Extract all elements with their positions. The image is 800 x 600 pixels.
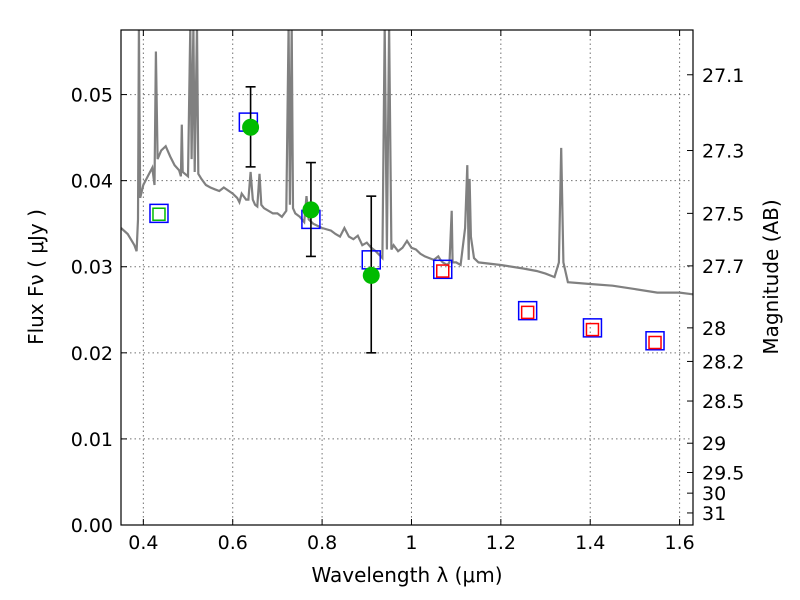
model-flux-square bbox=[517, 300, 538, 321]
photometry-square bbox=[648, 335, 662, 350]
y-tick-label: 0.02 bbox=[71, 343, 113, 365]
x-tick-label: 1.4 bbox=[575, 532, 605, 554]
axis-ticks: 0.4 0.6 0.8 1 1.2 1.4 1.6 0.00 0.01 0.02 0.03 0.04 0… bbox=[71, 30, 744, 554]
x-tick-label: 0.4 bbox=[128, 532, 158, 554]
photometry-square bbox=[436, 264, 450, 278]
y-tick-label: 0.05 bbox=[71, 85, 113, 107]
x-axis-label: Wavelength λ (μm) bbox=[311, 563, 502, 587]
y-right-tick-label: 27.3 bbox=[702, 141, 744, 163]
y-right-tick-label: 27.1 bbox=[702, 65, 744, 87]
measured-flux-point bbox=[242, 118, 260, 136]
y-right-tick-label: 28 bbox=[702, 318, 726, 340]
x-tick-label: 1 bbox=[405, 532, 417, 554]
spectrum-line bbox=[121, 30, 693, 296]
photometry-square bbox=[520, 305, 535, 320]
y-axis-label: Flux Fν ( μJy ) bbox=[24, 209, 48, 345]
plot-area bbox=[121, 30, 693, 354]
measured-flux-point bbox=[362, 266, 380, 284]
model-flux-square bbox=[149, 203, 169, 224]
y-right-tick-label: 29.5 bbox=[702, 462, 744, 484]
markers bbox=[149, 86, 665, 354]
model-flux-square bbox=[645, 331, 665, 351]
y-right-tick-label: 28.5 bbox=[702, 391, 744, 413]
y-right-tick-label: 30 bbox=[702, 483, 726, 505]
photometry-square bbox=[585, 322, 600, 337]
y-tick-label: 0.01 bbox=[71, 429, 113, 451]
x-tick-label: 1.6 bbox=[664, 532, 694, 554]
model-flux-square bbox=[433, 259, 453, 280]
model-flux-square bbox=[582, 318, 603, 338]
x-tick-label: 0.8 bbox=[307, 532, 337, 554]
y-right-tick-label: 27.7 bbox=[702, 256, 744, 278]
y-right-tick-label: 29 bbox=[702, 433, 726, 455]
plot-frame bbox=[120, 29, 694, 526]
x-tick-label: 1.2 bbox=[486, 532, 516, 554]
y-tick-label: 0.04 bbox=[71, 171, 113, 193]
photometry-square bbox=[152, 207, 166, 221]
y-right-tick-label: 31 bbox=[702, 503, 726, 525]
y-right-tick-label: 27.5 bbox=[702, 203, 744, 225]
y-tick-label: 0.03 bbox=[71, 257, 113, 279]
x-tick-label: 0.6 bbox=[218, 532, 248, 554]
grid bbox=[121, 30, 693, 525]
y-tick-label: 0.00 bbox=[71, 515, 113, 537]
y-right-axis-label: Magnitude (AB) bbox=[759, 199, 783, 354]
measured-flux-point bbox=[302, 201, 320, 219]
y-right-tick-label: 28.2 bbox=[702, 351, 744, 373]
